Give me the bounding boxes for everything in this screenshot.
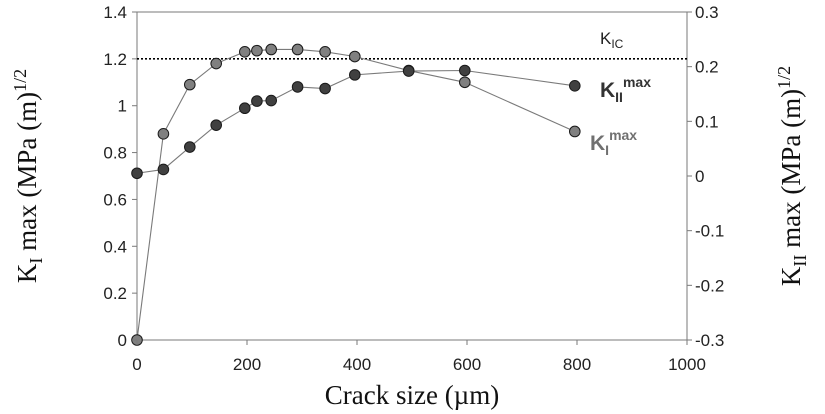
ki-point-1 [157, 128, 170, 140]
x-tick-label-2: 400 [343, 355, 371, 374]
y-right-tick-label-3: 0 [695, 167, 704, 186]
kii-point-5 [251, 95, 263, 107]
ki-series-label: KImax [590, 127, 637, 158]
kii-point-1 [157, 163, 170, 176]
y-left-tick-label-6: 1.2 [103, 50, 127, 69]
kii-point-10 [402, 65, 415, 77]
kic-label: KIC [600, 29, 624, 51]
ki-point-3 [210, 57, 222, 70]
x-tick-label-0: 0 [132, 355, 141, 374]
y-right-tick-label-5: 0.2 [695, 58, 719, 77]
ki-point-12 [569, 125, 581, 138]
ki-point-11 [459, 76, 471, 89]
kii-point-2 [184, 141, 196, 153]
x-axis-title: Crack size (µm) [325, 380, 500, 410]
y-axis-right-title: KII max (MPa (m)1/2 [774, 66, 810, 286]
x-tick-label-1: 200 [233, 355, 261, 374]
kii-point-4 [239, 102, 251, 115]
x-tick-label-4: 800 [563, 355, 591, 374]
y-left-tick-label-2: 0.4 [103, 237, 127, 256]
kii-series-line [136, 69, 575, 174]
x-tick-label-5: 1000 [668, 355, 706, 374]
y-axis-left-title: KI max (MPa (m)1/2 [10, 69, 46, 283]
kii-point-8 [319, 82, 331, 95]
kii-point-3 [210, 119, 222, 131]
y-right-tick-label-6: 0.3 [695, 3, 719, 22]
y-right-tick-label-0: -0.3 [695, 331, 724, 350]
kii-point-6 [265, 94, 278, 107]
y-left-tick-label-5: 1 [118, 97, 127, 116]
y-left-tick-label-0: 0 [118, 331, 127, 350]
ki-point-5 [251, 44, 263, 57]
kii-point-11 [459, 64, 471, 77]
ki-point-7 [291, 43, 304, 56]
kii-point-9 [349, 69, 361, 81]
ki-point-4 [239, 46, 251, 58]
kii-point-7 [291, 81, 304, 93]
ki-point-9 [349, 50, 361, 63]
ki-series-line [136, 48, 576, 341]
kii-series-label: KIImax [600, 74, 651, 105]
y-right-tick-label-1: -0.2 [695, 276, 724, 295]
y-left-tick-label-4: 0.8 [103, 144, 127, 163]
ki-point-2 [184, 78, 196, 91]
y-right-tick-label-4: 0.1 [695, 112, 719, 131]
kii-point-0 [131, 167, 143, 180]
kii-point-12 [569, 80, 581, 92]
y-left-tick-label-3: 0.6 [103, 190, 127, 209]
x-tick-label-3: 600 [453, 355, 481, 374]
ki-point-6 [265, 43, 278, 56]
y-left-tick-label-1: 0.2 [103, 284, 127, 303]
y-right-tick-label-2: -0.1 [695, 222, 724, 241]
ki-point-8 [319, 46, 331, 58]
y-left-tick-label-7: 1.4 [103, 3, 127, 22]
